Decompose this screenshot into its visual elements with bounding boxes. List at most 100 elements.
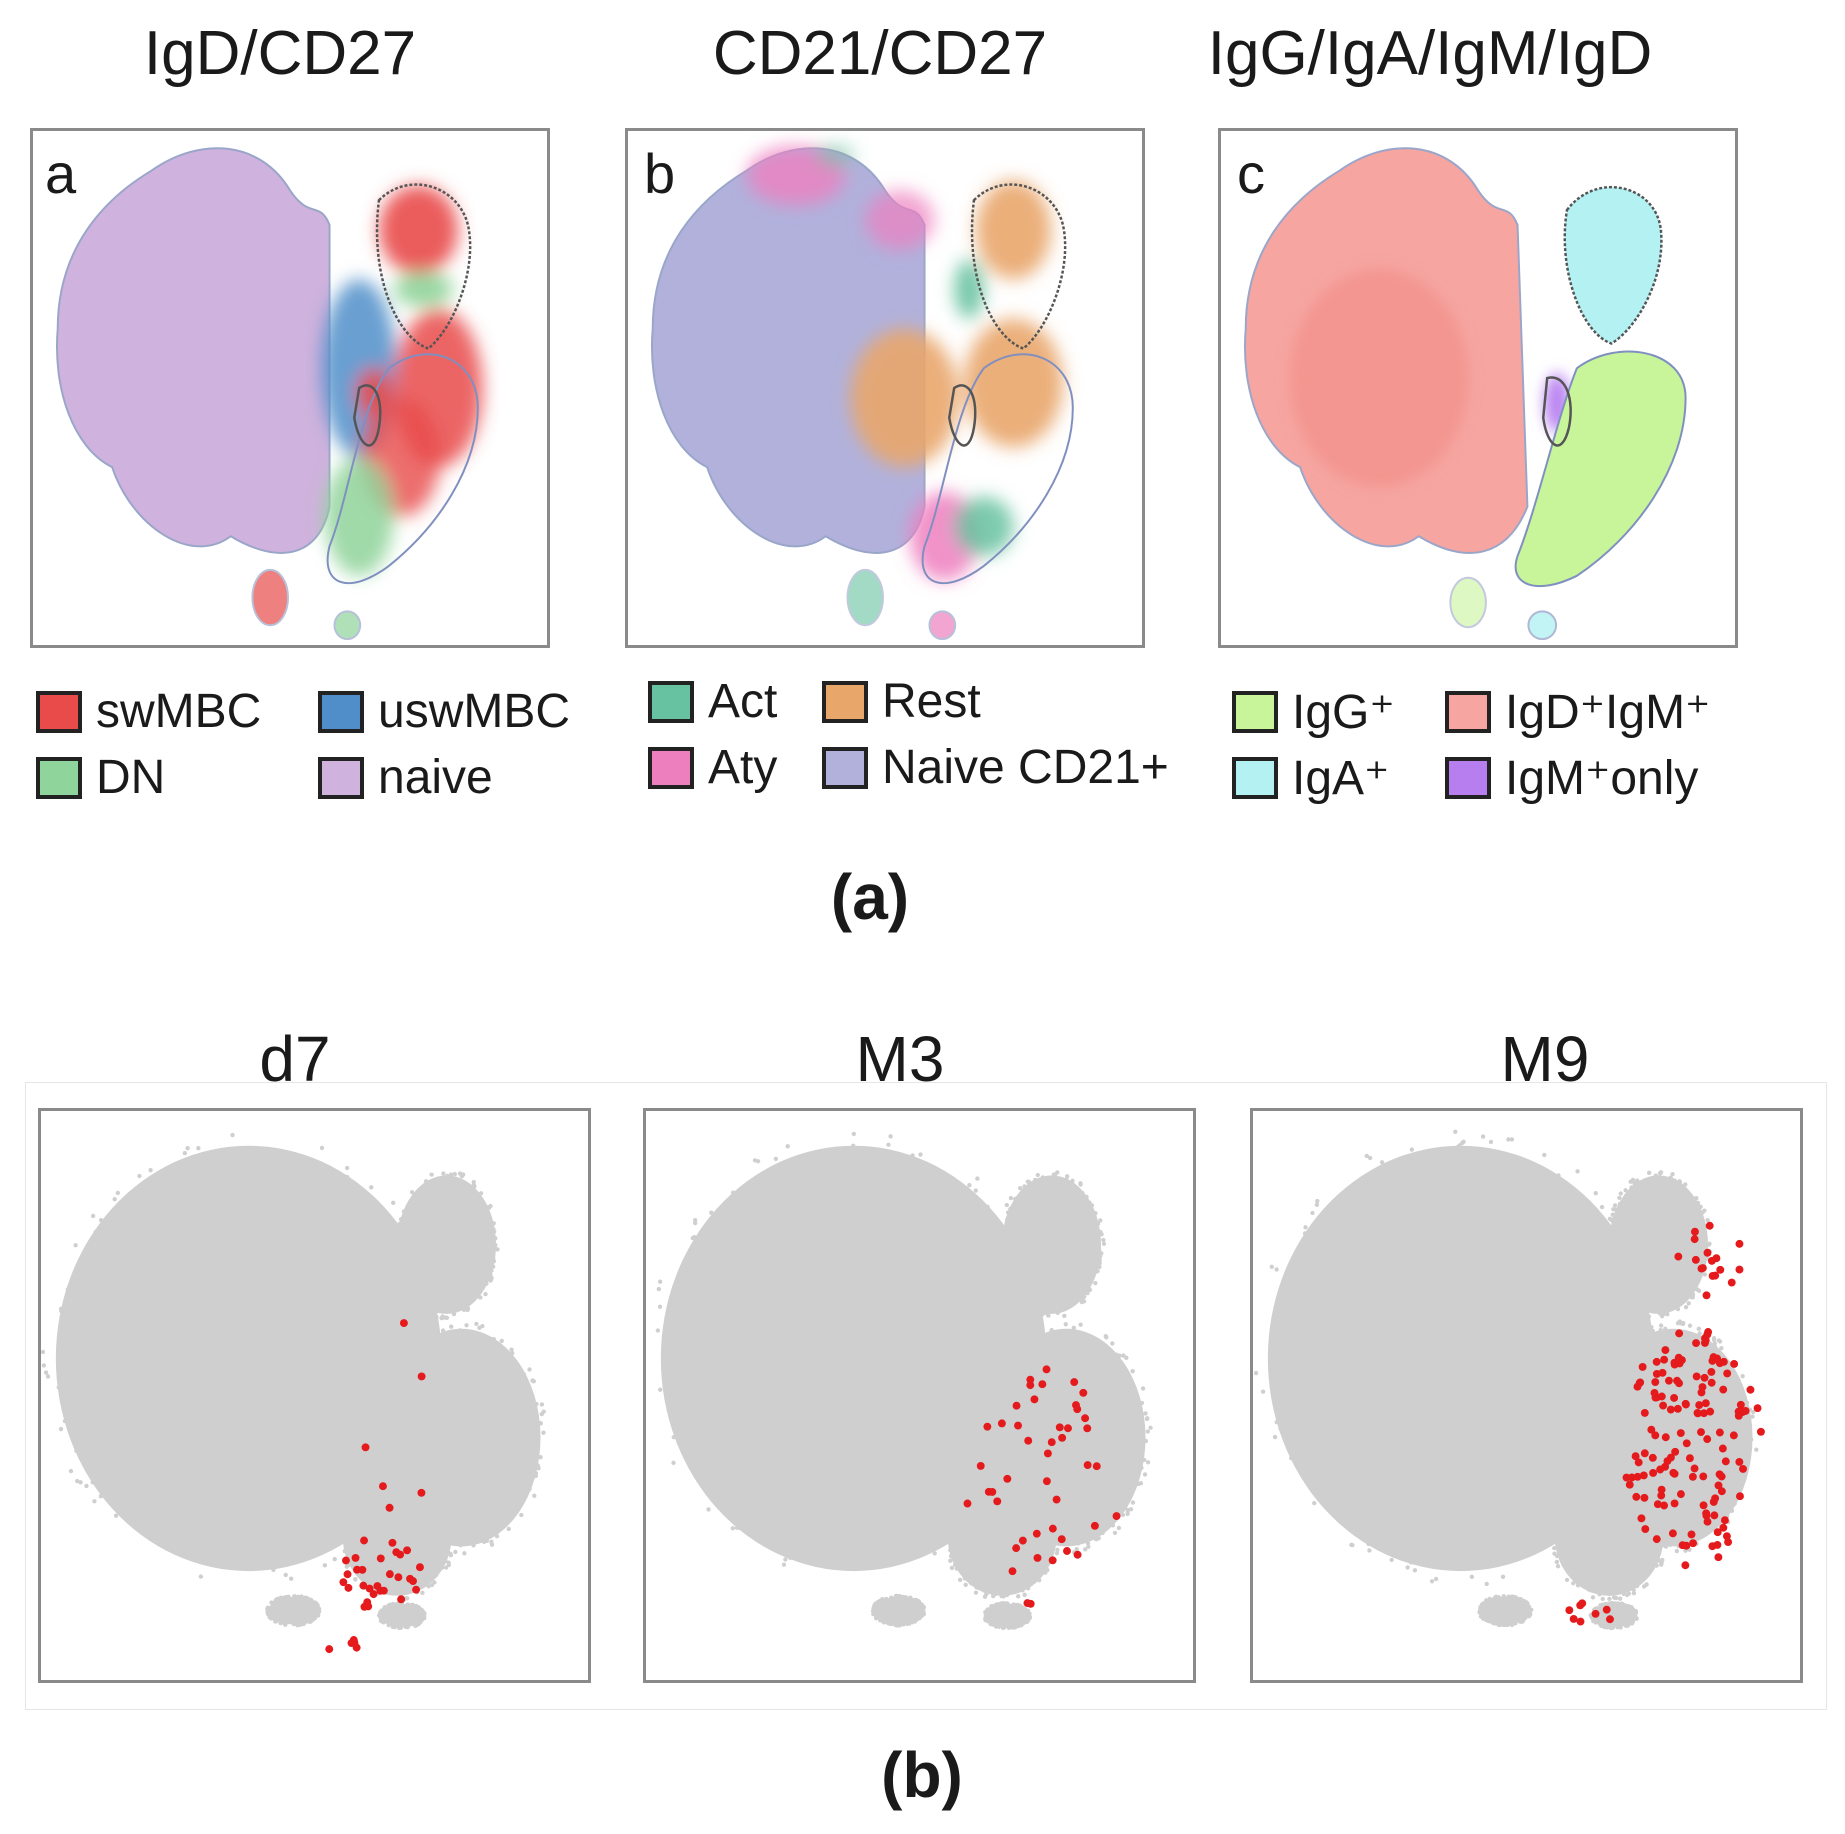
highlighted-cell: [1657, 1392, 1666, 1401]
cell-point: [1744, 1400, 1750, 1405]
cell-point: [1453, 1129, 1458, 1134]
cell-point: [671, 1434, 676, 1440]
cell-point: [97, 1482, 103, 1487]
cell-point: [1702, 1208, 1707, 1213]
legend-swatch: [318, 756, 364, 799]
cell-point: [1483, 1563, 1488, 1569]
cell-point: [1112, 1530, 1118, 1536]
highlighted-cell: [1703, 1248, 1712, 1257]
cell-point: [340, 1536, 345, 1541]
cell-point: [1687, 1323, 1693, 1328]
cell-point: [932, 1551, 937, 1556]
cell-point: [1631, 1583, 1637, 1589]
legend-label: uswMBC: [378, 685, 571, 738]
cell-point: [388, 1396, 394, 1401]
cell-point: [1694, 1195, 1699, 1201]
cell-point: [1004, 1217, 1010, 1223]
highlighted-cell: [1660, 1355, 1669, 1364]
cell-point: [988, 1413, 994, 1418]
highlighted-cell: [1565, 1606, 1574, 1615]
cell-point: [1716, 1338, 1722, 1343]
cell-point: [1607, 1267, 1612, 1273]
cell-point: [898, 1553, 904, 1558]
cell-cloud: [380, 1603, 424, 1628]
cell-point: [696, 1477, 701, 1482]
cell-point: [1070, 1331, 1076, 1337]
cell-point: [534, 1414, 539, 1419]
cell-point: [1617, 1202, 1622, 1207]
highlighted-cell: [347, 1639, 356, 1648]
cell-point: [910, 1153, 915, 1158]
highlighted-cell: [394, 1573, 403, 1582]
cell-point: [1704, 1530, 1710, 1535]
cell-point: [397, 1265, 402, 1270]
cell-point: [1706, 1242, 1711, 1247]
highlighted-cell: [1640, 1449, 1649, 1458]
cell-point: [992, 1478, 997, 1483]
cell-point: [397, 1591, 402, 1596]
cell-point: [405, 1625, 410, 1630]
cell-point: [962, 1576, 967, 1581]
cell-point: [1037, 1306, 1043, 1312]
cell-point: [411, 1339, 416, 1344]
highlighted-cell: [1756, 1427, 1765, 1436]
cell-point: [1344, 1520, 1349, 1525]
cell-point: [960, 1492, 965, 1497]
cell-point: [1612, 1203, 1618, 1208]
highlighted-cell: [1079, 1388, 1088, 1397]
rest-region: [964, 318, 1063, 448]
highlighted-cell: [1703, 1517, 1712, 1526]
cell-point: [97, 1475, 102, 1480]
cell-point: [949, 1565, 955, 1571]
cell-point: [1018, 1185, 1023, 1191]
cell-point: [440, 1333, 445, 1338]
highlighted-cell: [417, 1372, 426, 1381]
tsne-panel-a: a: [30, 128, 550, 648]
cell-point: [1659, 1536, 1665, 1541]
scatter-map-m9: [1253, 1129, 1765, 1631]
cell-point: [451, 1311, 457, 1317]
cell-point: [1736, 1486, 1742, 1492]
cell-point: [901, 1622, 906, 1627]
cell-point: [1145, 1429, 1150, 1434]
cell-point: [1582, 1477, 1588, 1482]
cell-point: [1597, 1592, 1602, 1597]
highlighted-cell: [1695, 1401, 1704, 1410]
cell-point: [310, 1617, 316, 1622]
cell-point: [939, 1534, 944, 1540]
cell-point: [1093, 1211, 1098, 1216]
cell-point: [439, 1565, 445, 1570]
highlighted-cell: [1081, 1414, 1090, 1423]
panel-letter-a: a: [45, 142, 77, 205]
cell-point: [734, 1525, 740, 1530]
cell-point: [380, 1466, 385, 1472]
highlighted-cell: [1639, 1471, 1648, 1480]
cell-point: [1552, 1545, 1557, 1551]
cell-point: [1681, 1320, 1686, 1326]
cell-point: [415, 1605, 420, 1610]
cell-point: [1558, 1503, 1563, 1508]
cell-point: [882, 1619, 887, 1625]
cell-point: [1020, 1586, 1026, 1591]
highlighted-cell: [1014, 1421, 1022, 1430]
cell-point: [429, 1172, 434, 1177]
cell-point: [1272, 1434, 1278, 1440]
highlighted-cell: [343, 1570, 352, 1579]
cell-point: [709, 1210, 714, 1215]
cell-point: [963, 1489, 969, 1494]
cell-point: [993, 1623, 999, 1628]
highlighted-cell: [1711, 1271, 1720, 1280]
cell-point: [447, 1525, 452, 1531]
cell-point: [1618, 1191, 1623, 1196]
cell-point: [536, 1466, 541, 1471]
cell-point: [974, 1585, 979, 1590]
cell-point: [1610, 1226, 1615, 1231]
cell-point: [987, 1589, 993, 1594]
cell-point: [991, 1392, 996, 1397]
cell-point: [489, 1539, 494, 1544]
cell-point: [954, 1566, 959, 1571]
cell-point: [1001, 1226, 1006, 1232]
cell-point: [493, 1236, 498, 1241]
highlighted-cell: [1606, 1615, 1614, 1624]
cell-point: [1283, 1421, 1288, 1426]
